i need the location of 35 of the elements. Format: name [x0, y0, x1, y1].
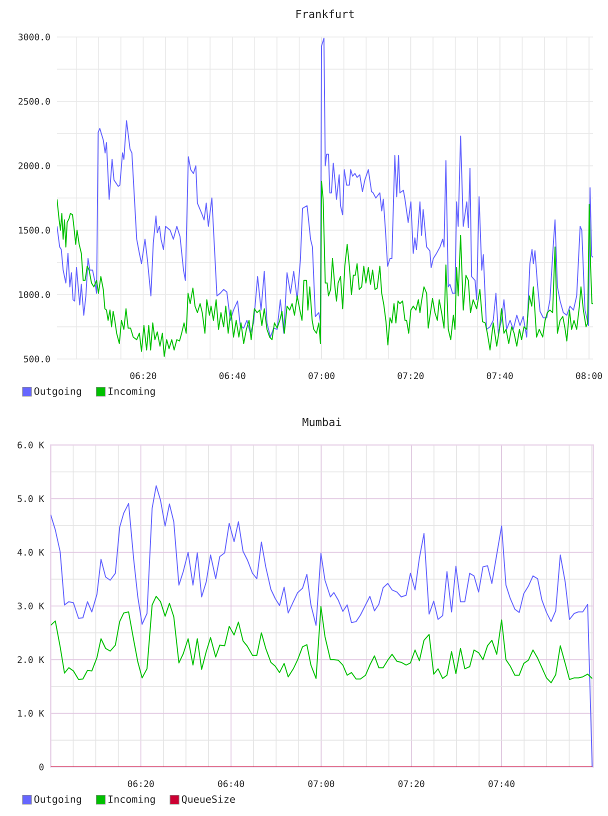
- line-series: [57, 180, 594, 357]
- line-series: [50, 485, 593, 767]
- x-tick-label: 07:20: [398, 780, 424, 788]
- x-tick-label: 06:40: [218, 780, 244, 788]
- x-tick-label: 07:00: [308, 372, 334, 380]
- legend-label: Incoming: [108, 387, 155, 397]
- y-tick-label: 4.0 K: [18, 548, 44, 556]
- chart-title: Mumbai: [302, 418, 342, 426]
- legend-label: QueueSize: [182, 795, 235, 804]
- y-tick-label: 0: [39, 764, 44, 770]
- x-tick-label: 06:40: [219, 372, 246, 380]
- x-tick-label: 07:40: [486, 372, 513, 380]
- y-tick-label: 2.0 K: [18, 656, 44, 664]
- legend-label: Outgoing: [34, 387, 82, 397]
- x-tick-label: 06:20: [130, 372, 156, 380]
- x-tick-label: 08:00: [576, 372, 602, 380]
- chart-title: Frankfurt: [296, 10, 354, 18]
- x-tick-label: 07:00: [308, 780, 334, 788]
- y-tick-label: 1000.0: [19, 291, 50, 298]
- y-tick-label: 3000.0: [18, 34, 50, 40]
- y-tick-label: 5.0 K: [18, 495, 44, 502]
- x-tick-label: 06:20: [128, 780, 154, 788]
- y-tick-label: 3.0 K: [18, 602, 44, 610]
- legend-label: Incoming: [108, 795, 155, 805]
- x-tick-label: 07:20: [398, 372, 424, 380]
- y-tick-label: 500.0: [24, 356, 50, 362]
- line-series: [50, 596, 593, 684]
- line-series: [57, 38, 594, 338]
- y-tick-label: 6.0 K: [18, 442, 44, 448]
- y-tick-label: 2500.0: [18, 98, 50, 105]
- y-tick-label: 1.0 K: [18, 710, 44, 717]
- y-tick-label: 2000.0: [18, 162, 50, 170]
- x-tick-label: 07:40: [488, 780, 514, 788]
- legend-label: Outgoing: [34, 795, 82, 805]
- y-tick-label: 1500.0: [19, 226, 50, 234]
